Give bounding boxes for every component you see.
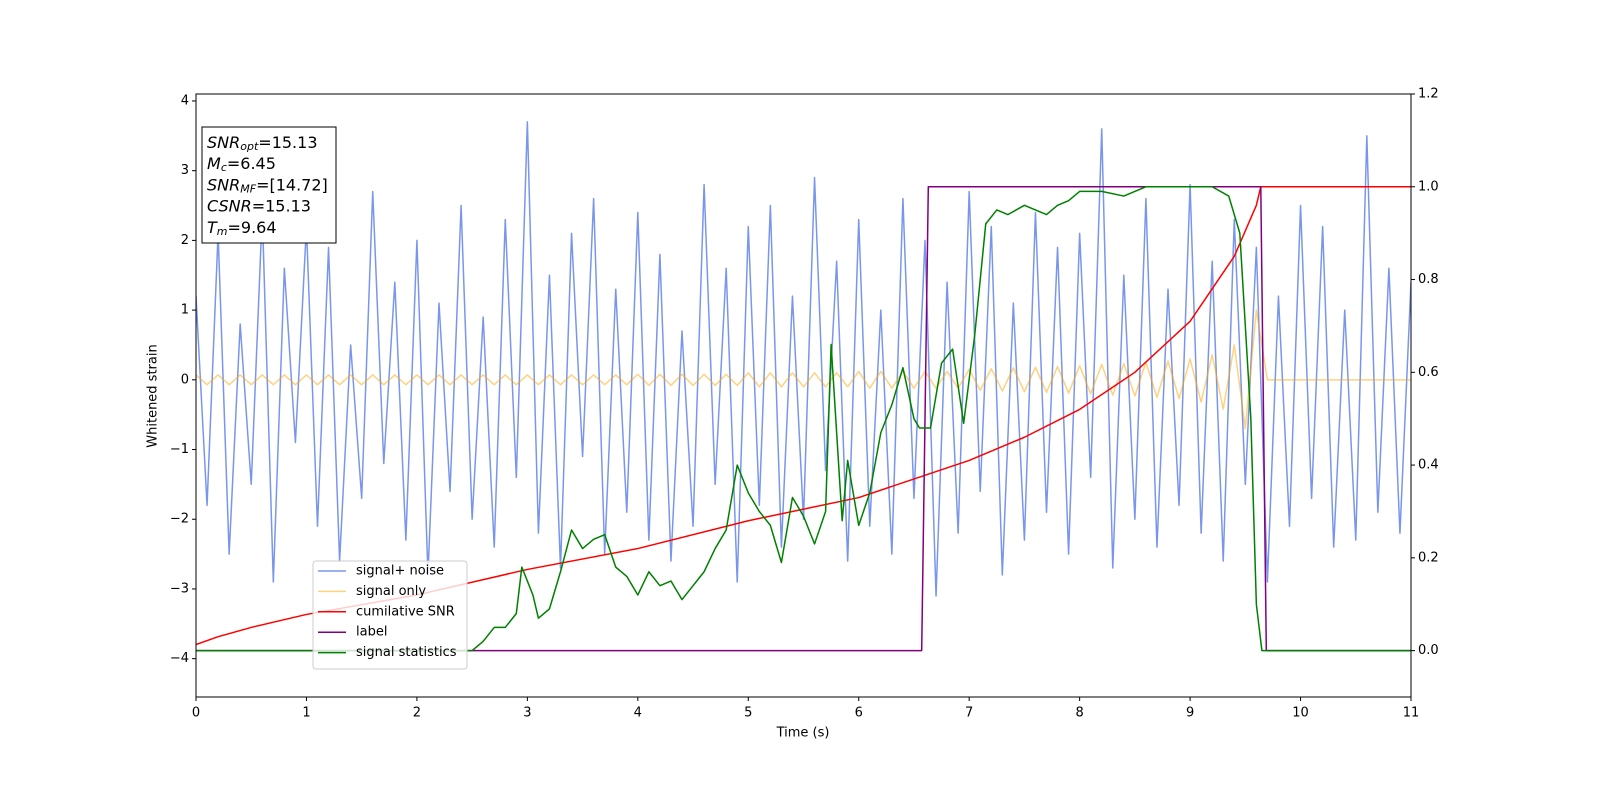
legend-label: signal only	[356, 584, 426, 599]
symbol: T	[207, 217, 218, 236]
y2-tick-label: 1.2	[1418, 87, 1439, 102]
x-tick-label: 5	[744, 706, 752, 721]
subscript: MF	[240, 182, 256, 195]
y2-tick-label: 0.2	[1418, 550, 1439, 565]
annotation: SNRopt=15.13Mc=6.45SNRMF=[14.72]CSNR=15.…	[201, 126, 337, 244]
symbol: SNR	[207, 133, 240, 152]
subscript: opt	[240, 140, 259, 153]
legend-label: label	[356, 625, 387, 640]
plot-area	[196, 121, 1411, 652]
y-tick-label: −4	[170, 651, 189, 666]
annotation-line: Mc=6.45	[207, 154, 276, 175]
x-tick-label: 3	[523, 706, 531, 721]
value-text: =9.64	[228, 217, 277, 236]
annotation-line: CSNR=15.13	[207, 196, 311, 215]
y-tick-label: 3	[181, 163, 189, 178]
value-text: =6.45	[227, 154, 276, 173]
x-tick-label: 8	[1075, 706, 1083, 721]
symbol: M	[207, 154, 221, 173]
y-tick-label: 4	[181, 93, 189, 108]
annotation-line: Tm=9.64	[207, 217, 277, 238]
y2-tick-label: 0.6	[1418, 365, 1439, 380]
axes-frame	[195, 93, 1412, 698]
y-tick-label: 1	[181, 303, 189, 318]
y2-tick-label: 1.0	[1418, 179, 1439, 194]
annotation-line: SNRopt=15.13	[207, 133, 318, 154]
annotation-line: SNRMF=[14.72]	[207, 175, 328, 196]
y2-tick-label: 0.4	[1418, 458, 1439, 473]
subscript: m	[217, 225, 228, 238]
value-text: =15.13	[252, 196, 311, 215]
legend-box	[312, 560, 468, 670]
series-line	[196, 309, 1411, 430]
symbol: SNR	[207, 175, 240, 194]
x-tick-label: 2	[413, 706, 421, 721]
annotation-box	[201, 126, 337, 244]
subscript: c	[221, 161, 227, 174]
series-line	[196, 186, 1411, 646]
y-axis-label: Whitened strain	[146, 344, 161, 447]
y2-tick-label: 0.8	[1418, 272, 1439, 287]
y-tick-label: −3	[170, 581, 189, 596]
x-tick-label: 9	[1186, 706, 1194, 721]
y2-tick-label: 0.0	[1418, 643, 1439, 658]
x-tick-label: 7	[965, 706, 973, 721]
x-axis-label: Time (s)	[776, 726, 830, 741]
x-tick-label: 6	[855, 706, 863, 721]
y-tick-label: −2	[170, 512, 189, 527]
series-line	[196, 121, 1411, 597]
value-text: =[14.72]	[256, 175, 328, 194]
symbol: CSNR	[207, 196, 252, 215]
value-text: =15.13	[258, 133, 317, 152]
x-tick-label: 10	[1292, 706, 1309, 721]
legend-label: cumilative SNR	[356, 604, 455, 619]
y-tick-label: 2	[181, 233, 189, 248]
series-line	[196, 186, 1411, 652]
x-tick-label: 0	[192, 706, 200, 721]
y-tick-label: 0	[181, 372, 189, 387]
x-tick-label: 4	[634, 706, 642, 721]
legend-label: signal statistics	[356, 645, 457, 660]
y-tick-label: −1	[170, 442, 189, 457]
x-tick-label: 11	[1403, 706, 1420, 721]
legend-label: signal+ noise	[356, 564, 444, 579]
x-tick-label: 1	[302, 706, 310, 721]
